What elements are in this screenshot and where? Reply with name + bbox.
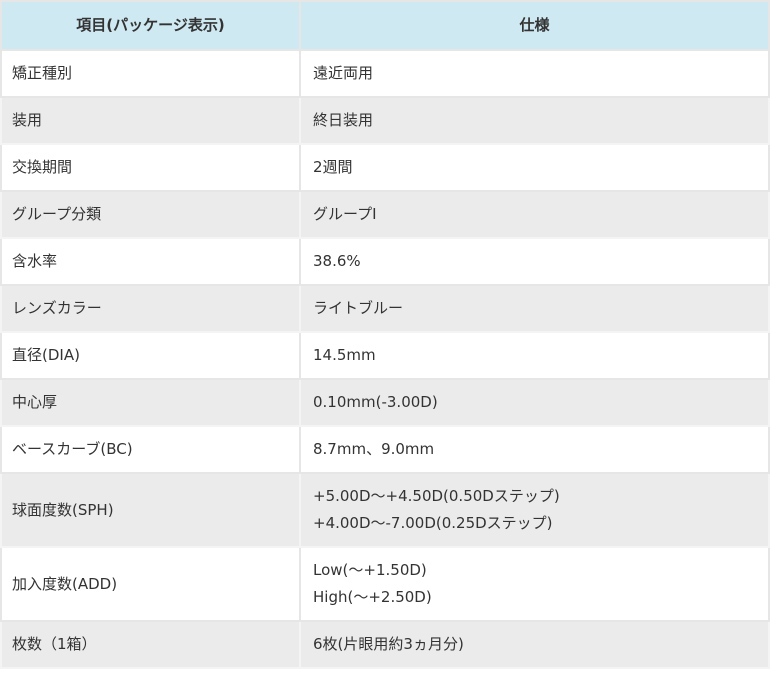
row-value: 0.10mm(-3.00D) [299, 378, 770, 427]
header-row: 項目(パッケージ表示) 仕様 [0, 0, 770, 51]
table-row: 矯正種別 遠近両用 [0, 49, 770, 98]
row-label: 交換期間 [0, 143, 301, 192]
row-value: +5.00D～+4.50D(0.50Dステップ) +4.00D～-7.00D(0.… [299, 472, 770, 548]
table-row: グループ分類 グループI [0, 190, 770, 239]
row-value: 遠近両用 [299, 49, 770, 98]
row-value: 6枚(片眼用約3ヵ月分) [299, 620, 770, 669]
value-line: +5.00D～+4.50D(0.50Dステップ) [313, 487, 560, 505]
row-value: 38.6% [299, 237, 770, 286]
value-line: 8.7mm、9.0mm [313, 440, 435, 458]
value-line: +4.00D～-7.00D(0.25Dステップ) [313, 514, 553, 532]
table-row: ベースカーブ(BC) 8.7mm、9.0mm [0, 425, 770, 474]
value-line: ライトブルー [313, 299, 404, 317]
value-line: グループI [313, 205, 377, 223]
table-row: 球面度数(SPH) +5.00D～+4.50D(0.50Dステップ) +4.00D～… [0, 472, 770, 548]
table-row: 直径(DIA) 14.5mm [0, 331, 770, 380]
value-line: 0.10mm(-3.00D) [313, 393, 438, 411]
spec-table: 項目(パッケージ表示) 仕様 矯正種別 遠近両用 装用 終日装用 交換期間 2週間 グループ… [0, 0, 770, 669]
row-label: レンズカラー [0, 284, 301, 333]
row-value: 14.5mm [299, 331, 770, 380]
row-label: 中心厚 [0, 378, 301, 427]
table-row: 交換期間 2週間 [0, 143, 770, 192]
row-value: 2週間 [299, 143, 770, 192]
value-line: 終日装用 [313, 111, 374, 129]
value-line: 2週間 [313, 158, 353, 176]
row-value: グループI [299, 190, 770, 239]
header-spec: 仕様 [299, 0, 770, 51]
row-label: 枚数（1箱） [0, 620, 301, 669]
row-value: Low(～+1.50D) High(～+2.50D) [299, 546, 770, 622]
table-row: レンズカラー ライトブルー [0, 284, 770, 333]
row-label: 矯正種別 [0, 49, 301, 98]
row-label: グループ分類 [0, 190, 301, 239]
row-value: 8.7mm、9.0mm [299, 425, 770, 474]
value-line: 6枚(片眼用約3ヵ月分) [313, 635, 464, 653]
table-row: 中心厚 0.10mm(-3.00D) [0, 378, 770, 427]
table-row: 枚数（1箱） 6枚(片眼用約3ヵ月分) [0, 620, 770, 669]
table-row: 装用 終日装用 [0, 96, 770, 145]
value-line: High(～+2.50D) [313, 588, 432, 606]
value-line: 38.6% [313, 252, 361, 270]
table-row: 加入度数(ADD) Low(～+1.50D) High(～+2.50D) [0, 546, 770, 622]
row-label: 加入度数(ADD) [0, 546, 301, 622]
value-line: Low(～+1.50D) [313, 561, 427, 579]
row-value: ライトブルー [299, 284, 770, 333]
row-label: ベースカーブ(BC) [0, 425, 301, 474]
value-line: 遠近両用 [313, 64, 374, 82]
value-line: 14.5mm [313, 346, 376, 364]
table-row: 含水率 38.6% [0, 237, 770, 286]
row-label: 装用 [0, 96, 301, 145]
row-label: 含水率 [0, 237, 301, 286]
row-label: 球面度数(SPH) [0, 472, 301, 548]
row-value: 終日装用 [299, 96, 770, 145]
header-item: 項目(パッケージ表示) [0, 0, 301, 51]
row-label: 直径(DIA) [0, 331, 301, 380]
